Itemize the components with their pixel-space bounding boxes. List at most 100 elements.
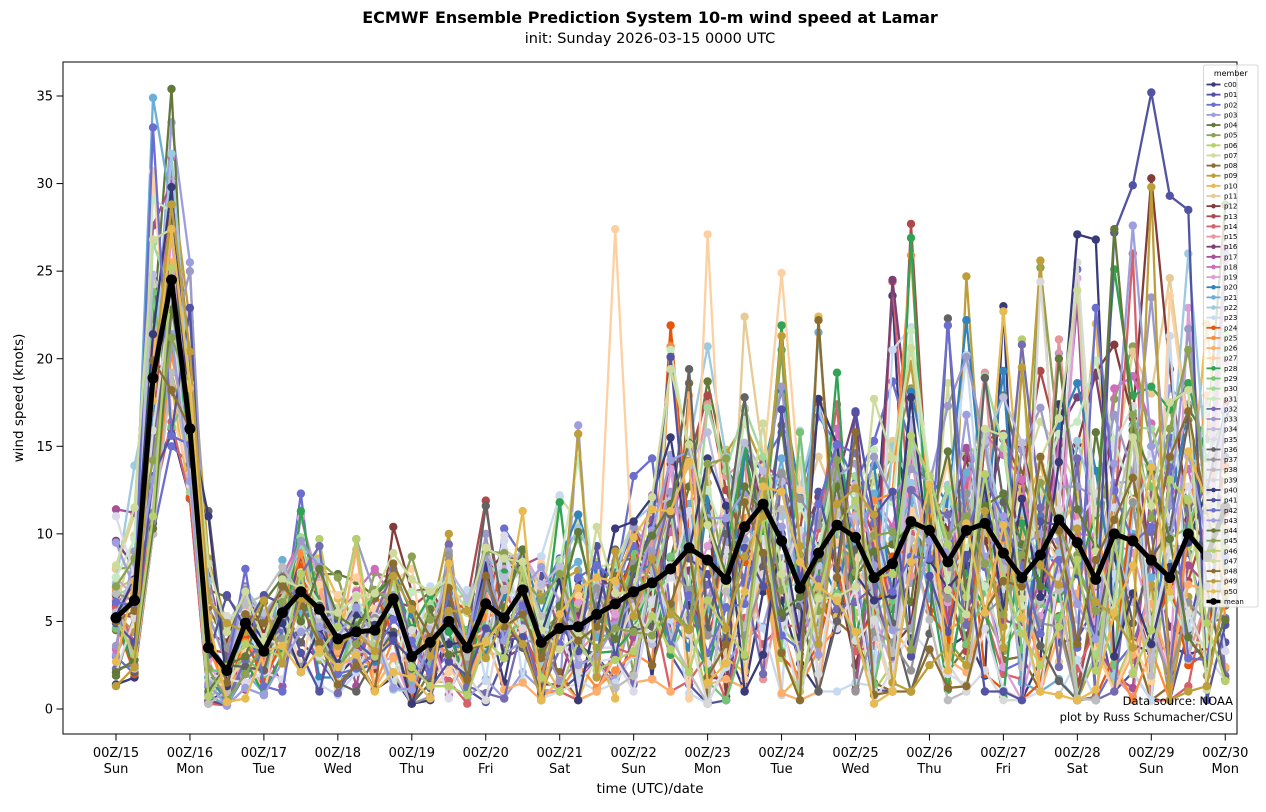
member-line-p37-marker <box>795 494 805 503</box>
chart-title: ECMWF Ensemble Prediction System 10-m wi… <box>362 8 938 27</box>
member-line-p40-marker <box>758 650 768 659</box>
legend-entry-label: p11 <box>1224 193 1237 201</box>
mean-line-marker <box>720 573 732 585</box>
legend-marker-dot <box>1211 548 1216 554</box>
member-line-p48-marker <box>592 622 601 631</box>
legend-entry-p40: p40 <box>1206 486 1237 494</box>
member-line-p50-marker <box>925 480 934 489</box>
member-line-p03-marker <box>574 421 583 430</box>
legend-entry-p04: p04 <box>1206 122 1238 130</box>
member-line-p10-marker <box>611 694 620 703</box>
legend-entry-p18: p18 <box>1206 263 1237 271</box>
legend-entry-label: p22 <box>1224 304 1237 312</box>
member-line-p47-marker <box>703 520 712 530</box>
member-line-p33-marker <box>296 536 306 546</box>
member-line-p46-marker <box>703 596 712 605</box>
member-line-p46-marker <box>888 569 897 579</box>
member-line-p28-marker <box>906 233 916 243</box>
member-line-p48-marker <box>315 638 324 647</box>
member-line-p50-marker <box>832 596 842 605</box>
legend-entry-label: p04 <box>1224 122 1238 130</box>
member-line-p50-marker <box>1184 447 1193 456</box>
member-line-p37-marker <box>278 634 287 644</box>
member-line-p22-marker <box>906 478 916 488</box>
y-axis-label: wind speed (knots) <box>11 333 27 463</box>
member-line-p23-marker <box>758 624 768 633</box>
mean-line-marker <box>184 423 196 435</box>
member-line-p50-marker <box>333 662 343 672</box>
legend-entry-label: p21 <box>1224 294 1237 302</box>
mean-line-marker <box>1090 573 1102 585</box>
member-line-p36-marker <box>943 314 953 323</box>
legend-entry-label: p41 <box>1224 497 1237 505</box>
member-line-p35-marker <box>629 687 638 696</box>
legend-marker-dot <box>1211 457 1216 462</box>
legend-entry-p49: p49 <box>1206 578 1237 586</box>
legend-entry-label: p47 <box>1224 557 1237 565</box>
member-line-p11-marker <box>1128 347 1138 356</box>
member-line-p49-marker <box>962 661 971 670</box>
member-line-p45-marker <box>647 631 657 640</box>
member-line-p50-marker <box>999 520 1008 530</box>
legend-entry-p14: p14 <box>1206 223 1238 231</box>
member-line-p44-marker <box>611 634 620 644</box>
legend-entry-label: mean <box>1224 598 1244 606</box>
legend-entry-p39: p39 <box>1206 476 1237 484</box>
member-line-p19-marker <box>574 598 583 607</box>
legend-marker-dot <box>1211 173 1216 179</box>
member-line-p26-marker <box>1184 580 1193 589</box>
member-line-p34-marker <box>703 428 712 437</box>
x-tick-label: 00Z/27 Fri <box>980 746 1026 777</box>
legend-entry-p15: p15 <box>1206 233 1237 241</box>
member-line-p40-marker <box>906 393 916 402</box>
legend-entry-label: p28 <box>1224 365 1237 373</box>
y-axis: 0 5 10 15 20 25 30 35 <box>36 90 63 718</box>
legend-marker-dot <box>1211 112 1216 118</box>
x-axis-label: time (UTC)/date <box>596 781 704 797</box>
member-line-p47-marker <box>111 561 121 570</box>
member-line-p34-marker <box>500 573 509 582</box>
member-line-p46-marker <box>629 647 638 656</box>
member-line-p33-marker <box>943 401 953 411</box>
mean-line-marker <box>960 524 972 536</box>
member-line-p42-marker <box>832 440 842 449</box>
member-line-p49-marker <box>444 606 453 616</box>
member-line-p38-marker <box>463 652 472 661</box>
member-line-p06-marker <box>315 534 324 544</box>
member-line-p49-marker <box>130 662 139 672</box>
legend-marker-dot <box>1211 234 1216 239</box>
legend-entry-p38: p38 <box>1206 466 1237 474</box>
member-line-p47-marker <box>222 627 232 637</box>
member-line-p40-marker <box>629 517 638 526</box>
member-line-p15-marker <box>1054 335 1064 344</box>
member-line-p32-marker <box>1036 503 1045 512</box>
member-line-p47-marker <box>611 589 620 598</box>
mean-line-marker <box>665 563 677 575</box>
member-line-p29-marker <box>721 696 731 705</box>
member-line-p38-marker <box>111 589 121 598</box>
member-line-p46-marker <box>647 612 657 621</box>
legend-marker-dot <box>1211 315 1216 320</box>
member-line-p49-marker <box>851 484 860 493</box>
member-line-p13-marker <box>703 391 712 400</box>
legend-entry-label: p25 <box>1224 334 1237 342</box>
member-line-p48-marker <box>518 610 527 619</box>
legend-entry-label: p27 <box>1224 355 1237 363</box>
member-line-p39-marker <box>1054 505 1064 514</box>
member-line-p48-marker <box>795 696 805 705</box>
legend-entry-label: p01 <box>1224 91 1237 99</box>
member-line-p35-marker <box>1184 482 1193 491</box>
legend-entry-p22: p22 <box>1206 304 1237 312</box>
mean-line-marker <box>147 372 159 384</box>
member-line-p29-marker <box>666 552 675 561</box>
x-axis: 00Z/15 Sun 00Z/16 Mon 00Z/17 Tue 00Z/18 Wed 00Z/… <box>93 734 1248 777</box>
member-line-p46-marker <box>851 496 860 505</box>
member-line-p24-marker <box>666 321 675 330</box>
member-line-p11-marker <box>1147 389 1156 398</box>
credit-annotation: Data source: NOAA plot by Russ Schumache… <box>1060 694 1233 725</box>
member-line-p40-marker <box>1147 640 1156 649</box>
member-line-p46-marker <box>407 662 416 672</box>
member-line-p42-marker <box>333 669 343 679</box>
member-line-p47-marker <box>333 608 343 617</box>
member-line-p49-marker <box>721 624 731 633</box>
